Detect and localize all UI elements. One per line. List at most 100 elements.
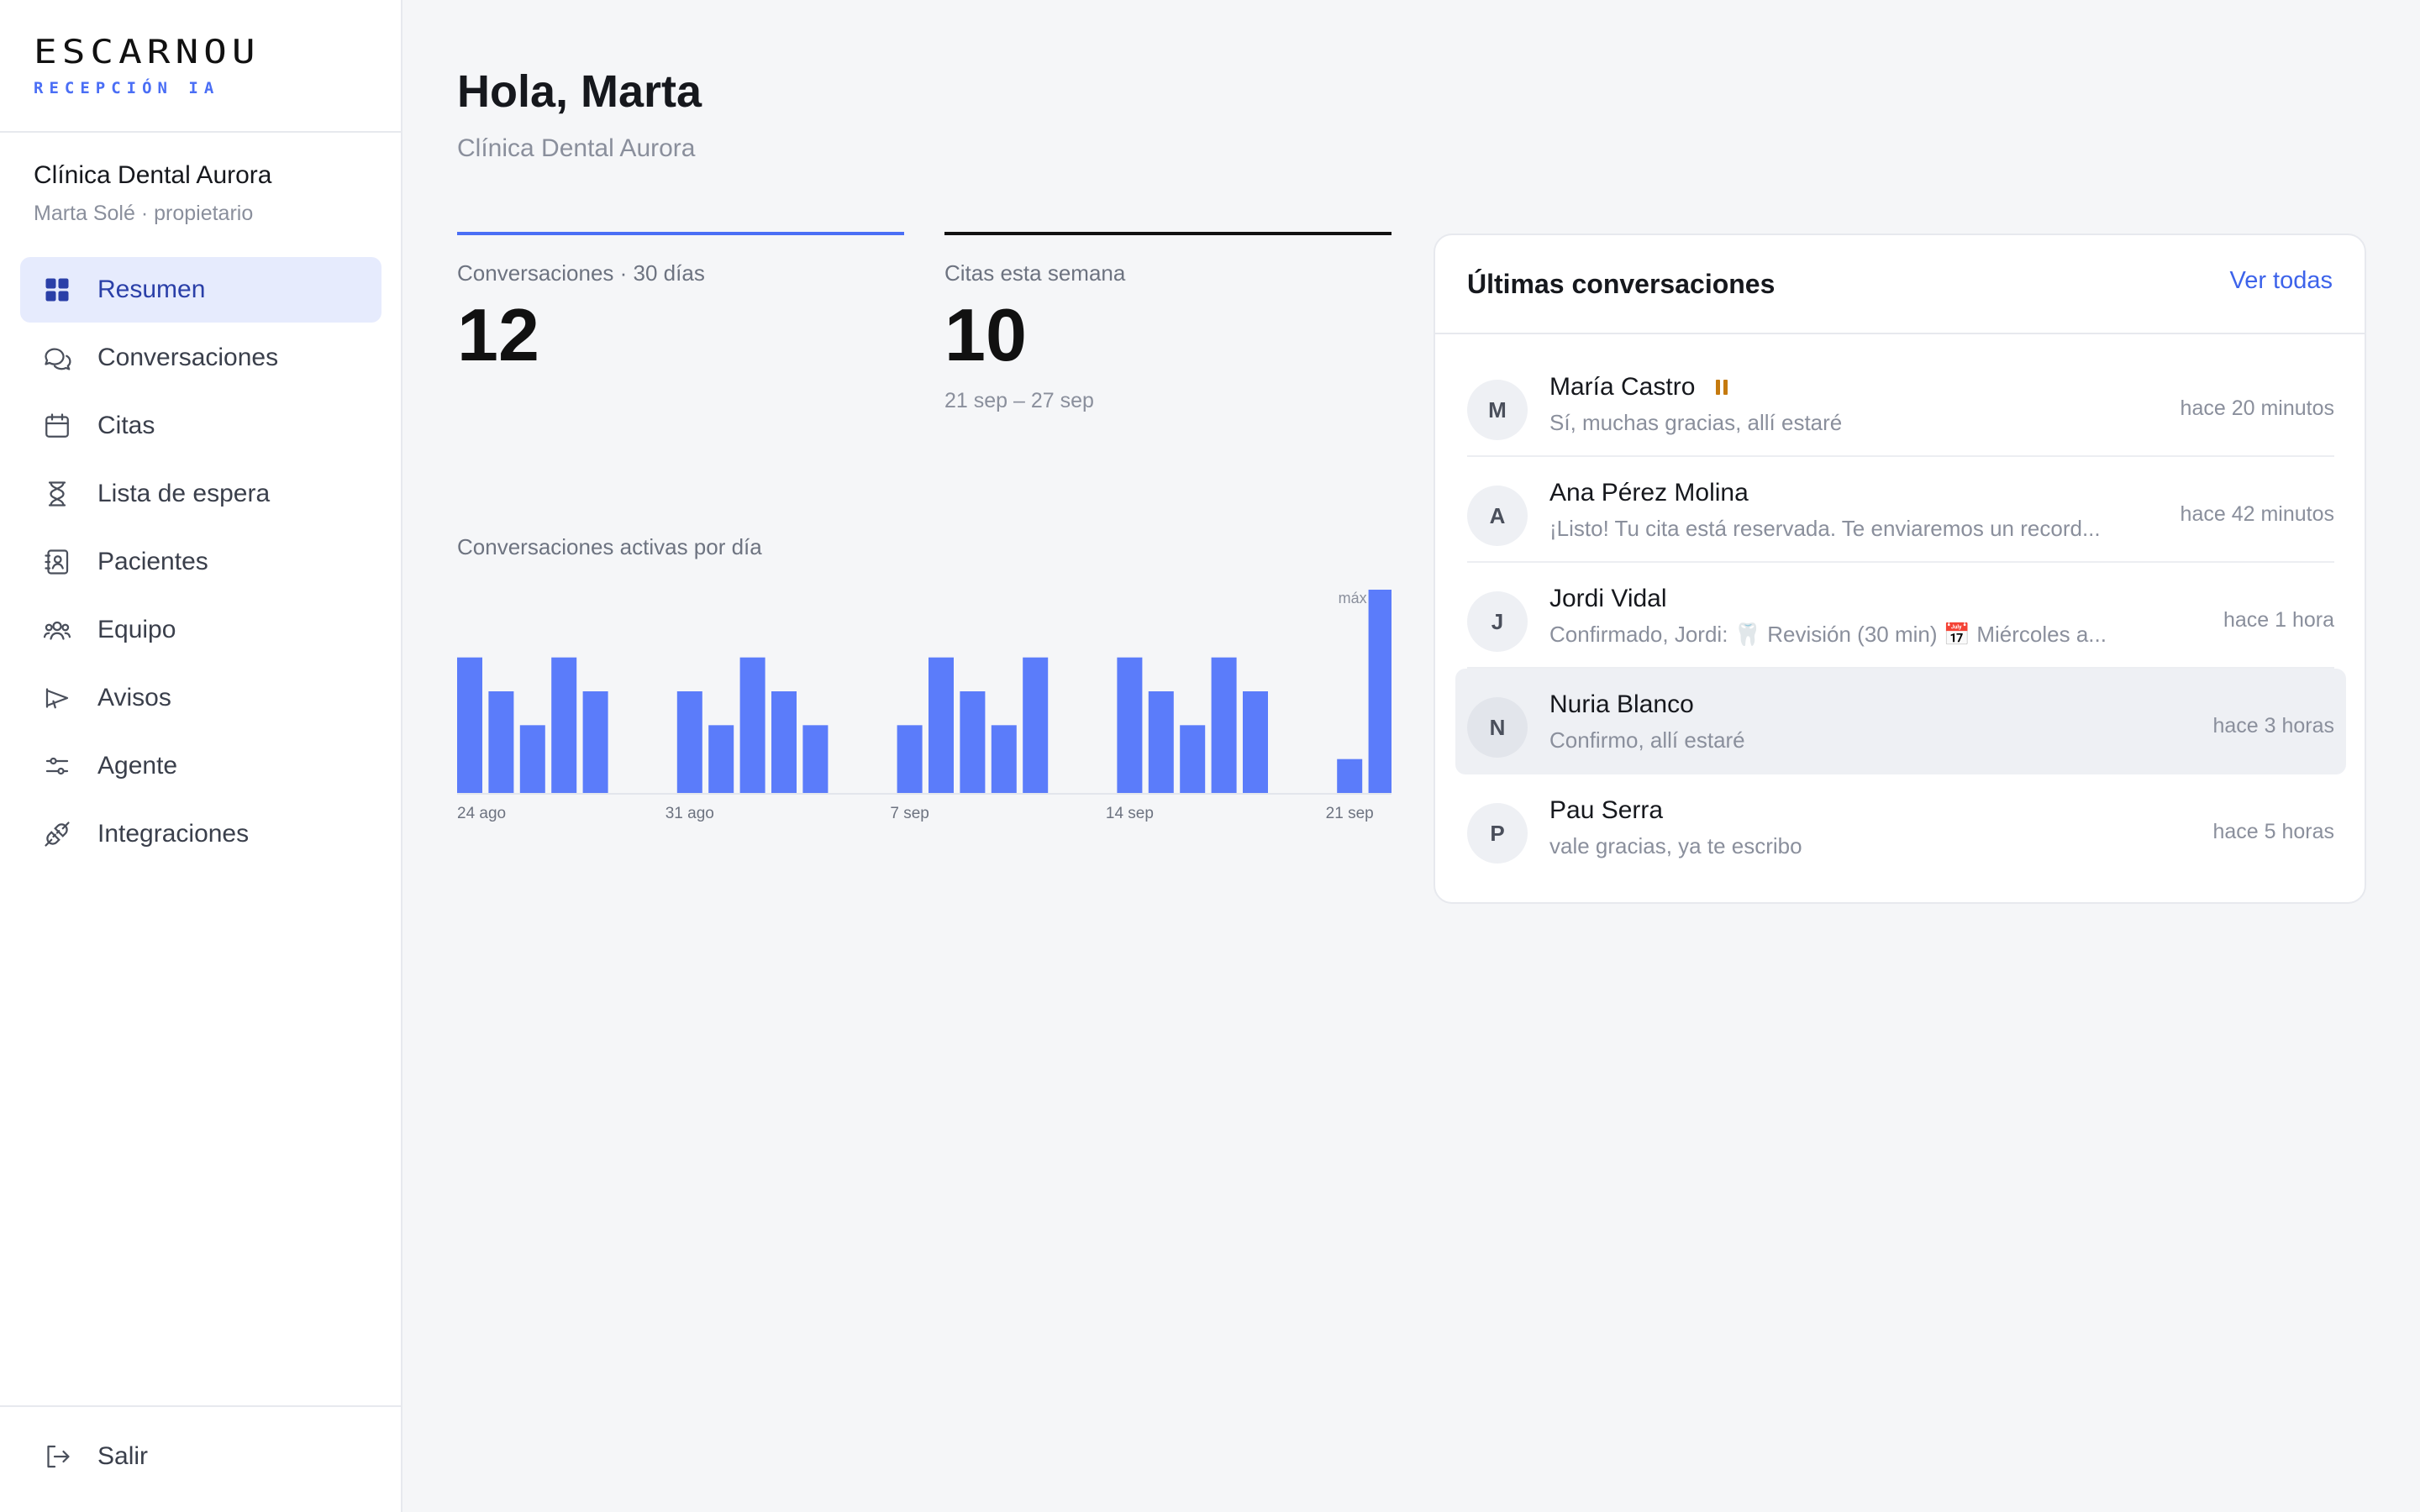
sidebar-item-lista-de-espera[interactable]: Lista de espera xyxy=(20,461,381,527)
conversation-text: Nuria Blanco Confirmo, allí estaré xyxy=(1549,690,2154,753)
chart-bar[interactable] xyxy=(929,657,954,793)
conversation-time: hace 42 minutos xyxy=(2180,502,2334,526)
chart-bar[interactable] xyxy=(676,691,702,793)
chart-bar[interactable] xyxy=(1023,657,1049,793)
conversations-bar-chart: máx 24 ago 31 ago 7 sep 14 sep 21 sep xyxy=(457,590,1392,822)
sidebar-item-label: Pacientes xyxy=(97,548,208,575)
sidebar-item-integraciones[interactable]: Integraciones xyxy=(20,801,381,867)
chart-bar[interactable] xyxy=(1337,759,1363,793)
chart-bar[interactable] xyxy=(1211,657,1237,793)
conversation-preview: Sí, muchas gracias, allí estaré xyxy=(1549,410,1843,435)
sidebar-item-label: Integraciones xyxy=(97,820,250,848)
avatar: N xyxy=(1467,697,1528,758)
chart-bar[interactable] xyxy=(1243,691,1268,793)
conversation-row[interactable]: M María Castro Sí, muchas gracias, allí … xyxy=(1467,351,2334,457)
conversation-preview: Confirmo, allí estaré xyxy=(1549,727,1745,753)
conversation-name: Ana Pérez Molina xyxy=(1549,479,1749,507)
panel-title: Últimas conversaciones xyxy=(1467,269,1776,299)
sidebar-item-label: Conversaciones xyxy=(97,344,279,371)
chart-bar[interactable] xyxy=(551,657,577,793)
stat-appointments: Citas esta semana 10 21 sep – 27 sep xyxy=(944,232,1392,413)
chart-bar[interactable] xyxy=(1368,590,1392,793)
sidebar-item-conversaciones[interactable]: Conversaciones xyxy=(20,325,381,391)
stat-accent-bar xyxy=(944,232,1392,235)
sidebar-item-resumen[interactable]: Resumen xyxy=(20,257,381,323)
avatar: P xyxy=(1467,803,1528,864)
sidebar-item-avisos[interactable]: Avisos xyxy=(20,665,381,731)
chart-bar[interactable] xyxy=(1148,691,1174,793)
contact-book-icon xyxy=(42,547,72,577)
conversation-time: hace 3 horas xyxy=(2212,714,2334,738)
conversation-row[interactable]: N Nuria Blanco Confirmo, allí estaré hac… xyxy=(1455,669,2346,774)
chart-tick-label: 31 ago xyxy=(666,805,714,822)
brand-tagline: RECEPCIÓN IA xyxy=(34,79,220,97)
conversation-time: hace 20 minutos xyxy=(2180,396,2334,420)
chart-tick-label: 14 sep xyxy=(1106,805,1154,822)
chart-tick-label: 7 sep xyxy=(890,805,929,822)
page-title: Hola, Marta xyxy=(457,66,702,117)
chart-tick-label: 21 sep xyxy=(1326,805,1374,822)
stat-conversations: Conversaciones · 30 días 12 xyxy=(457,232,904,375)
chart-bar[interactable] xyxy=(582,691,608,793)
chart-bar[interactable] xyxy=(960,691,986,793)
sidebar-item-label: Citas xyxy=(97,412,155,439)
chart-bar[interactable] xyxy=(897,725,923,793)
chart-bar[interactable] xyxy=(1180,725,1206,793)
conversation-text: María Castro Sí, muchas gracias, allí es… xyxy=(1549,373,2154,436)
chart-title: Conversaciones activas por día xyxy=(457,534,762,559)
conversation-row[interactable]: J Jordi Vidal Confirmado, Jordi: 🦷 Revis… xyxy=(1467,563,2334,669)
conversation-name: María Castro xyxy=(1549,373,1696,401)
sidebar-nav: Resumen Conversaciones Citas Lista de es… xyxy=(20,257,381,869)
sidebar-item-label: Resumen xyxy=(97,276,206,303)
sidebar-item-label: Agente xyxy=(97,752,178,780)
sidebar: ESCARNOU RECEPCIÓN IA Clínica Dental Aur… xyxy=(0,0,402,1512)
chart-bar[interactable] xyxy=(771,691,797,793)
avatar: M xyxy=(1467,380,1528,440)
chart-bar[interactable] xyxy=(991,725,1017,793)
sidebar-item-label: Equipo xyxy=(97,616,176,643)
recent-conversations-panel: Últimas conversaciones Ver todas M María… xyxy=(1434,234,2366,904)
avatar: J xyxy=(1467,591,1528,652)
grid-icon xyxy=(42,275,72,305)
chart-bar[interactable] xyxy=(519,725,545,793)
stat-value: 12 xyxy=(457,293,539,376)
sidebar-item-label: Avisos xyxy=(97,684,171,711)
stat-label: Citas esta semana xyxy=(944,260,1126,286)
megaphone-icon xyxy=(42,683,72,713)
chart-bar[interactable] xyxy=(1117,657,1143,793)
sidebar-item-agente[interactable]: Agente xyxy=(20,733,381,799)
conversation-preview: ¡Listo! Tu cita está reservada. Te envia… xyxy=(1549,516,2101,541)
chart-bar[interactable] xyxy=(708,725,734,793)
sliders-icon xyxy=(42,751,72,781)
team-icon xyxy=(42,615,72,645)
sidebar-item-citas[interactable]: Citas xyxy=(20,393,381,459)
divider xyxy=(0,131,401,133)
conversation-name: Jordi Vidal xyxy=(1549,585,1667,612)
brand-logo[interactable]: ESCARNOU RECEPCIÓN IA xyxy=(34,35,260,97)
calendar-icon xyxy=(42,411,72,441)
avatar: A xyxy=(1467,486,1528,546)
sidebar-item-pacientes[interactable]: Pacientes xyxy=(20,529,381,595)
chart-tick-label: 24 ago xyxy=(457,805,506,822)
chart-bar[interactable] xyxy=(488,691,514,793)
view-all-link[interactable]: Ver todas xyxy=(2229,267,2333,294)
main-content: Hola, Marta Clínica Dental Aurora Conver… xyxy=(403,0,2420,1512)
logout-icon xyxy=(42,1441,72,1472)
conversation-time: hace 5 horas xyxy=(2212,820,2334,843)
sidebar-item-equipo[interactable]: Equipo xyxy=(20,597,381,663)
chart-bar[interactable] xyxy=(802,725,829,793)
plug-icon xyxy=(42,819,72,849)
conversation-text: Ana Pérez Molina ¡Listo! Tu cita está re… xyxy=(1549,479,2154,542)
chart-bar[interactable] xyxy=(457,657,482,793)
conversation-text: Pau Serra vale gracias, ya te escribo xyxy=(1549,796,2154,859)
conversation-row[interactable]: P Pau Serra vale gracias, ya te escribo … xyxy=(1467,774,2334,880)
logout-button[interactable]: Salir xyxy=(42,1441,148,1472)
conversation-name: Nuria Blanco xyxy=(1549,690,1694,718)
clinic-user: Marta Solé · propietario xyxy=(34,202,254,225)
conversation-preview: Confirmado, Jordi: 🦷 Revisión (30 min) 📅… xyxy=(1549,622,2107,647)
stat-label: Conversaciones · 30 días xyxy=(457,260,705,286)
chat-bubbles-icon xyxy=(42,343,72,373)
conversation-row[interactable]: A Ana Pérez Molina ¡Listo! Tu cita está … xyxy=(1467,457,2334,563)
conversation-name: Pau Serra xyxy=(1549,796,1664,824)
chart-bar[interactable] xyxy=(739,657,765,793)
